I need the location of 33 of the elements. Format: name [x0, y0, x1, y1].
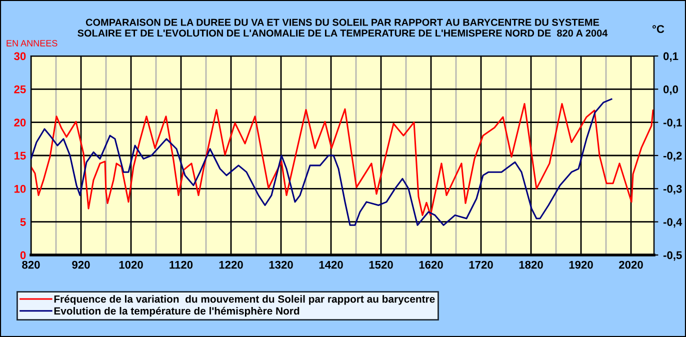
- y-axis-title: EN ANNEES: [6, 40, 58, 46]
- legend-label: Evolution de la température de l'hémisphère Nord: [54, 306, 300, 317]
- y2-axis-title: °C: [652, 25, 664, 33]
- x-tick-label: 820: [22, 260, 40, 269]
- y2-tick-label: -0,2: [663, 152, 682, 162]
- y-tick-label: 5: [20, 218, 26, 226]
- x-tick-label: 1120: [170, 260, 193, 269]
- y2-tick-label: -0,3: [663, 184, 682, 194]
- y-tick-label: 0: [20, 251, 26, 260]
- x-tick-label: 920: [72, 260, 90, 269]
- x-tick-label: 1620: [419, 260, 443, 269]
- x-tick-label: 1320: [269, 260, 293, 269]
- x-tick-label: 1520: [369, 260, 393, 269]
- x-tick-label: 1820: [519, 260, 543, 269]
- x-tick-label: 1420: [319, 260, 343, 269]
- y2-tick-label: -0,5: [663, 251, 682, 261]
- line-series: [31, 98, 612, 226]
- x-tick-label: 1920: [569, 260, 593, 269]
- y-tick-label: 30: [14, 52, 26, 60]
- x-tick-label: 1220: [219, 260, 243, 269]
- x-tick-label: 2020: [619, 260, 643, 269]
- x-tick-label: 1720: [469, 260, 493, 269]
- y2-tick-label: 0,1: [663, 52, 678, 62]
- legend-label: Fréquence de la variation du mouvement du Soleil par rapport au barycentre: [54, 294, 435, 305]
- x-tick-label: 1020: [119, 260, 143, 269]
- y-tick-label: 10: [14, 184, 26, 193]
- y2-tick-label: -0,4: [663, 218, 682, 228]
- y2-tick-label: 0,0: [663, 85, 678, 95]
- y-tick-label: 20: [14, 118, 26, 126]
- y-tick-label: 15: [14, 152, 26, 160]
- chart-title: COMPARAISON DE LA DUREE DU VA ET VIENS DU SOLEIL PAR RAPPORT AU BARYCENTRE DU SYSTEME SOLAIRE ET DE L'EVOLUTION DE L'ANOMALIE DE LA TEMPERATURE DE L'HEMISPERE NORD DE 820 A 2004: [78, 18, 608, 37]
- y-tick-label: 25: [14, 85, 26, 94]
- y2-tick-label: -0,1: [663, 118, 682, 128]
